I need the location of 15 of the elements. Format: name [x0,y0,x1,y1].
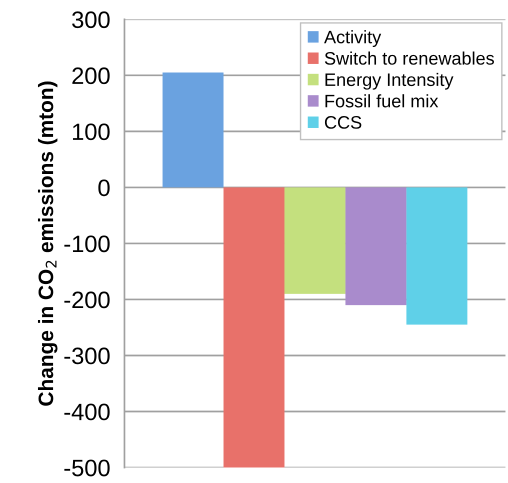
y-tick-label: 300 [72,11,110,28]
y-tick-label: 200 [72,67,110,84]
legend-label: Fossil fuel mix [326,94,438,108]
y-tick-label: 100 [72,123,110,140]
y-axis-title: Change in CO$_{2}$ emissions (mton) [38,82,58,406]
y-tick-label: -100 [64,236,110,252]
y-tick-label: -300 [64,348,110,364]
legend-label: Switch to renewables [324,52,494,65]
y-tick-label: -500 [64,460,110,476]
legend-label: Energy Intensity [326,72,454,90]
y-tick-label: -200 [64,292,110,308]
legend-label: Activity [324,30,382,47]
y-tick-label: -400 [64,404,110,420]
y-tick-label: 0 [98,179,110,196]
legend-label: CCS [324,116,362,129]
